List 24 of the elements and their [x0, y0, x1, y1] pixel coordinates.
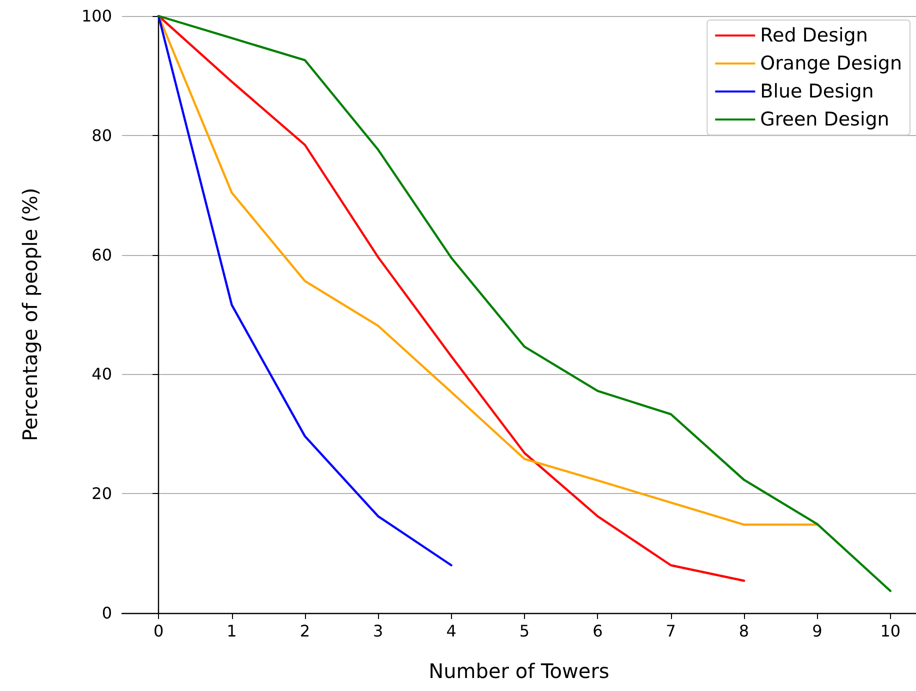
legend-label: Blue Design [760, 80, 874, 102]
y-axis-title: Percentage of people (%) [18, 188, 42, 442]
x-axis-title: Number of Towers [428, 659, 610, 683]
x-tick-label: 7 [666, 622, 676, 640]
y-tick-label: 100 [81, 6, 112, 26]
x-tick-label: 10 [880, 622, 901, 640]
y-tick-label: 80 [92, 126, 112, 145]
legend-label: Red Design [760, 24, 868, 46]
legend-label: Orange Design [760, 52, 902, 74]
x-tick-label: 5 [519, 622, 530, 640]
x-tick-label: 0 [153, 622, 164, 640]
legend-label: Green Design [760, 108, 890, 130]
x-tick-label: 4 [446, 622, 456, 640]
y-tick-label: 0 [102, 604, 112, 622]
x-tick-label: 9 [812, 622, 822, 640]
x-tick-label: 6 [592, 622, 603, 640]
x-tick-label: 2 [300, 622, 310, 640]
x-tick-label: 1 [226, 622, 237, 640]
y-tick-label: 20 [92, 484, 112, 504]
x-tick-label: 3 [373, 622, 384, 640]
y-tick-label: 60 [92, 245, 112, 264]
y-tick-label: 40 [92, 364, 112, 384]
line-series [157, 14, 452, 566]
x-tick-label: 8 [738, 622, 750, 640]
